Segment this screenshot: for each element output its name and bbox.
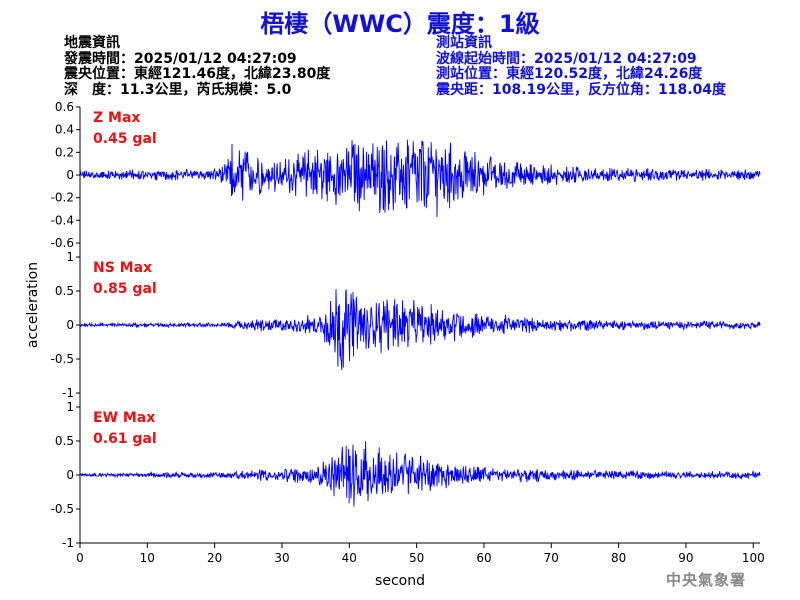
panel-3: 1 0.5 0 -0.5 -1 EW Max 0.61 gal <box>51 400 761 550</box>
waveform-trace <box>79 441 761 507</box>
y-tick-label: 0 <box>66 168 74 182</box>
y-tick-label: 0 <box>66 318 74 332</box>
page-title: 梧棲（WWC）震度：1級 <box>260 10 540 38</box>
y-tick-label: -1 <box>62 536 74 550</box>
agency-watermark: 中央氣象署 <box>665 571 746 589</box>
waveform-trace <box>79 289 761 371</box>
epicentral-distance: 震央距：108.19公里，反方位角：118.04度 <box>436 81 727 98</box>
y-tick-label: 0.6 <box>55 100 74 114</box>
y-tick-label: -0.2 <box>51 191 74 205</box>
y-tick-label: -0.6 <box>51 236 74 250</box>
component-label: NS Max <box>93 260 152 276</box>
y-tick-label: -0.5 <box>51 502 74 516</box>
y-tick-label: -1 <box>62 386 74 400</box>
station-location: 測站位置：東經120.52度，北緯24.26度 <box>436 66 703 82</box>
wave-start-time: 波線起始時間：2025/01/12 04:27:09 <box>436 50 697 67</box>
earthquake-info: 地震資訊 發震時間：2025/01/12 04:27:09 震央位置：東經121… <box>64 35 331 98</box>
depth-magnitude: 深 度：11.3公里，芮氏規模：5.0 <box>64 81 292 98</box>
y-tick-label: -0.5 <box>51 352 74 366</box>
component-label: EW Max <box>93 410 155 426</box>
x-tick-label: 100 <box>742 551 765 565</box>
epicenter-location: 震央位置：東經121.46度，北緯23.80度 <box>64 66 331 82</box>
x-axis-title: second <box>375 573 425 589</box>
y-tick-label: 0.2 <box>55 145 74 159</box>
x-tick-label: 60 <box>476 551 491 565</box>
y-tick-label: 0.5 <box>55 284 74 298</box>
x-tick-label: 80 <box>611 551 626 565</box>
component-label: Z Max <box>93 110 140 126</box>
x-tick-label: 0 <box>76 551 84 565</box>
x-tick-label: 30 <box>274 551 289 565</box>
waveform-trace <box>79 139 761 218</box>
y-tick-label: 0.5 <box>55 434 74 448</box>
y-tick-label: 1 <box>66 250 74 264</box>
x-tick-label: 70 <box>544 551 559 565</box>
x-tick-label: 20 <box>207 551 222 565</box>
x-tick-label: 90 <box>678 551 693 565</box>
y-tick-label: 0.4 <box>55 123 74 137</box>
max-value-label: 0.85 gal <box>93 281 157 297</box>
x-tick-label: 40 <box>342 551 357 565</box>
max-value-label: 0.61 gal <box>93 431 157 447</box>
station-info-heading: 測站資訊 <box>436 35 492 51</box>
x-tick-label: 50 <box>409 551 424 565</box>
earthquake-info-heading: 地震資訊 <box>64 35 120 51</box>
y-tick-label: -0.4 <box>51 213 74 227</box>
max-value-label: 0.45 gal <box>93 131 157 147</box>
y-tick-label: 0 <box>66 468 74 482</box>
station-info: 測站資訊 波線起始時間：2025/01/12 04:27:09 測站位置：東經1… <box>436 35 727 98</box>
x-tick-label: 10 <box>140 551 155 565</box>
panel-1: 0.6 0.4 0.2 0 -0.2 -0.4 -0.6 Z Max 0.45 gal <box>51 100 761 250</box>
origin-time: 發震時間：2025/01/12 04:27:09 <box>64 50 297 67</box>
y-tick-label: 1 <box>66 400 74 414</box>
y-axis-title: acceleration <box>25 262 41 348</box>
panel-2: 1 0.5 0 -0.5 -1 NS Max 0.85 gal <box>51 250 761 400</box>
